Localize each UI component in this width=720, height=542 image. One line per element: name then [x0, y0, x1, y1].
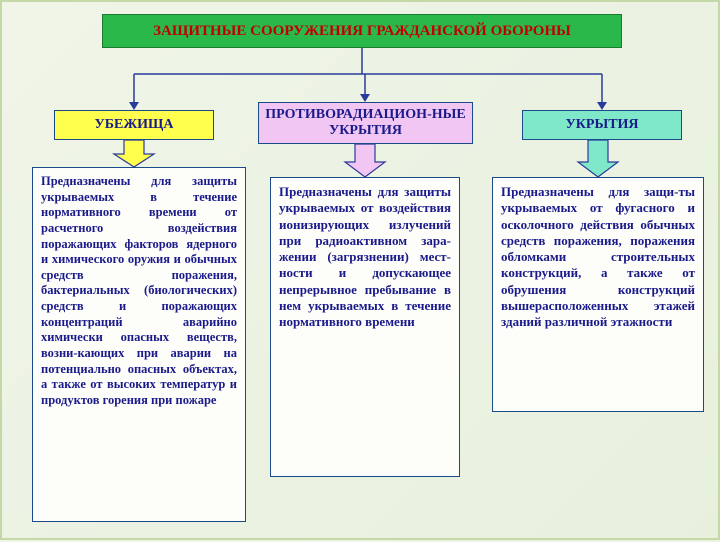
- title-box: ЗАЩИТНЫЕ СООРУЖЕНИЯ ГРАЖДАНСКОЙ ОБОРОНЫ: [102, 14, 622, 48]
- description-box-shelters: Предназначены для защиты укрываемых в те…: [32, 167, 246, 522]
- block-arrow-3: [578, 140, 618, 177]
- description-box-antiradiation: Предназначены для защиты укрываемых от в…: [270, 177, 460, 477]
- category-label: УБЕЖИЩА: [94, 117, 173, 133]
- category-box-covers: УКРЫТИЯ: [522, 110, 682, 140]
- description-text: Предназначены для защи-ты укрываемых от …: [501, 184, 695, 329]
- description-box-covers: Предназначены для защи-ты укрываемых от …: [492, 177, 704, 412]
- title-text: ЗАЩИТНЫЕ СООРУЖЕНИЯ ГРАЖДАНСКОЙ ОБОРОНЫ: [153, 23, 571, 40]
- block-arrow-1: [114, 140, 154, 167]
- category-label: ПРОТИВОРАДИАЦИОН-НЫЕ УКРЫТИЯ: [265, 107, 466, 139]
- description-text: Предназначены для защиты укрываемых в те…: [41, 174, 237, 407]
- category-box-shelters: УБЕЖИЩА: [54, 110, 214, 140]
- category-box-antiradiation: ПРОТИВОРАДИАЦИОН-НЫЕ УКРЫТИЯ: [258, 102, 473, 144]
- description-text: Предназначены для защиты укрываемых от в…: [279, 184, 451, 329]
- block-arrow-2: [345, 144, 385, 177]
- category-label: УКРЫТИЯ: [565, 117, 638, 133]
